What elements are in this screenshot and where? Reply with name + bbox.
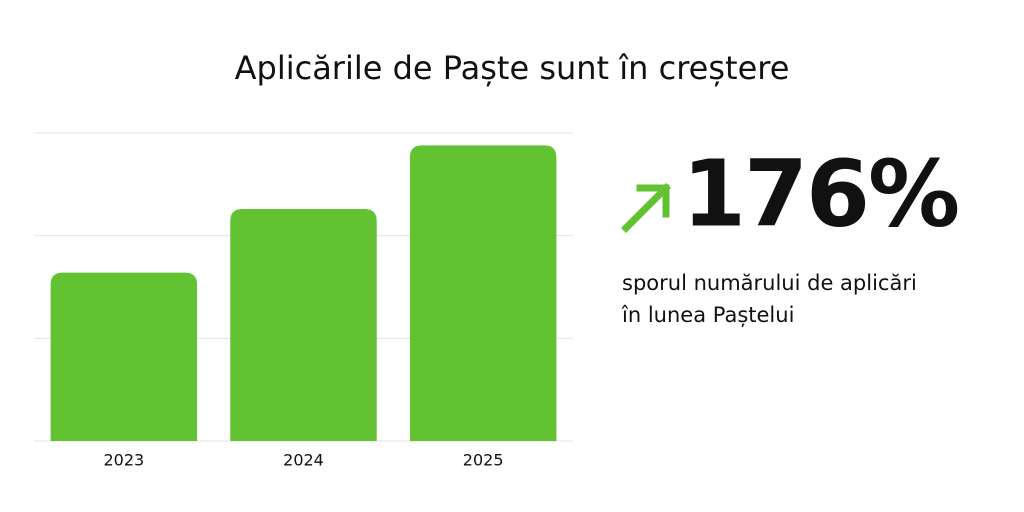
x-tick-label: 2025 [463,451,504,470]
caption-line: în lunea Paștelui [621,303,794,327]
chart-title: Aplicările de Paște sunt în creștere [235,49,790,87]
bar [50,272,198,441]
bar [230,208,377,441]
highlight-value: 176% [682,140,958,247]
bar [409,145,557,441]
arrow-icon [621,183,671,233]
x-tick-label: 2024 [283,451,324,470]
caption-line: sporul numărului de aplicări [622,271,917,295]
x-tick-label: 2023 [103,451,144,470]
